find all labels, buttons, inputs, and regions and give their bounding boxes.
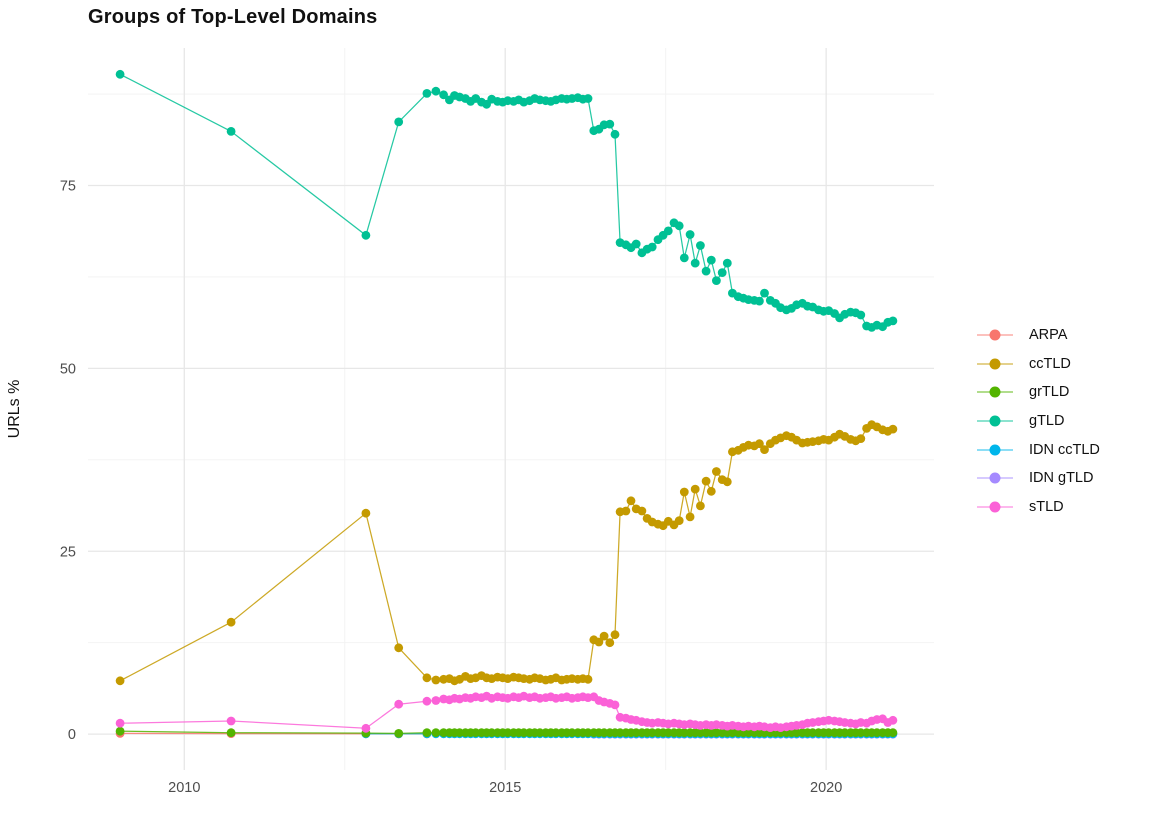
legend-label: IDN gTLD	[1029, 470, 1094, 487]
y-tick-label: 0	[68, 727, 76, 743]
grid-minor	[88, 48, 934, 770]
legend-label: gTLD	[1029, 413, 1065, 430]
legend-marker-icon	[977, 329, 1013, 341]
legend-marker-icon	[977, 501, 1013, 513]
legend-item-grtld: grTLD	[976, 378, 1100, 407]
chart-title: Groups of Top-Level Domains	[88, 6, 378, 28]
legend-item-stld: sTLD	[976, 493, 1100, 522]
y-tick-label: 50	[60, 361, 76, 377]
series-ccTLD	[115, 420, 898, 686]
legend-marker-icon	[977, 386, 1013, 398]
x-tick-label: 2020	[810, 780, 842, 796]
y-tick-label: 25	[60, 544, 76, 560]
series-grTLD	[115, 726, 898, 738]
legend-label: ARPA	[1029, 327, 1068, 344]
x-tick-label: 2010	[168, 780, 200, 796]
legend: ARPA ccTLD grTLD gTLD IDN ccTLD IDN gTLD sTLD	[976, 321, 1100, 521]
legend-item-cctld: ccTLD	[976, 350, 1100, 379]
legend-label: sTLD	[1029, 498, 1064, 515]
legend-label: ccTLD	[1029, 355, 1071, 372]
legend-item-gtld: gTLD	[976, 407, 1100, 436]
legend-item-idn-cctld: IDN ccTLD	[976, 435, 1100, 464]
series-gTLD	[115, 69, 898, 332]
legend-item-arpa: ARPA	[976, 321, 1100, 350]
legend-label: grTLD	[1029, 384, 1070, 401]
legend-label: IDN ccTLD	[1029, 441, 1100, 458]
legend-marker-icon	[977, 415, 1013, 427]
legend-marker-icon	[977, 472, 1013, 484]
y-tick-label: 75	[60, 179, 76, 195]
legend-item-idn-gtld: IDN gTLD	[976, 464, 1100, 493]
grid-major	[88, 48, 934, 770]
legend-marker-icon	[977, 358, 1013, 370]
legend-marker-icon	[977, 444, 1013, 456]
axis-tick-labels: 0 25 50 75 2010 2015 2020	[60, 179, 842, 796]
x-tick-label: 2015	[489, 780, 521, 796]
series-sTLD	[115, 691, 898, 733]
